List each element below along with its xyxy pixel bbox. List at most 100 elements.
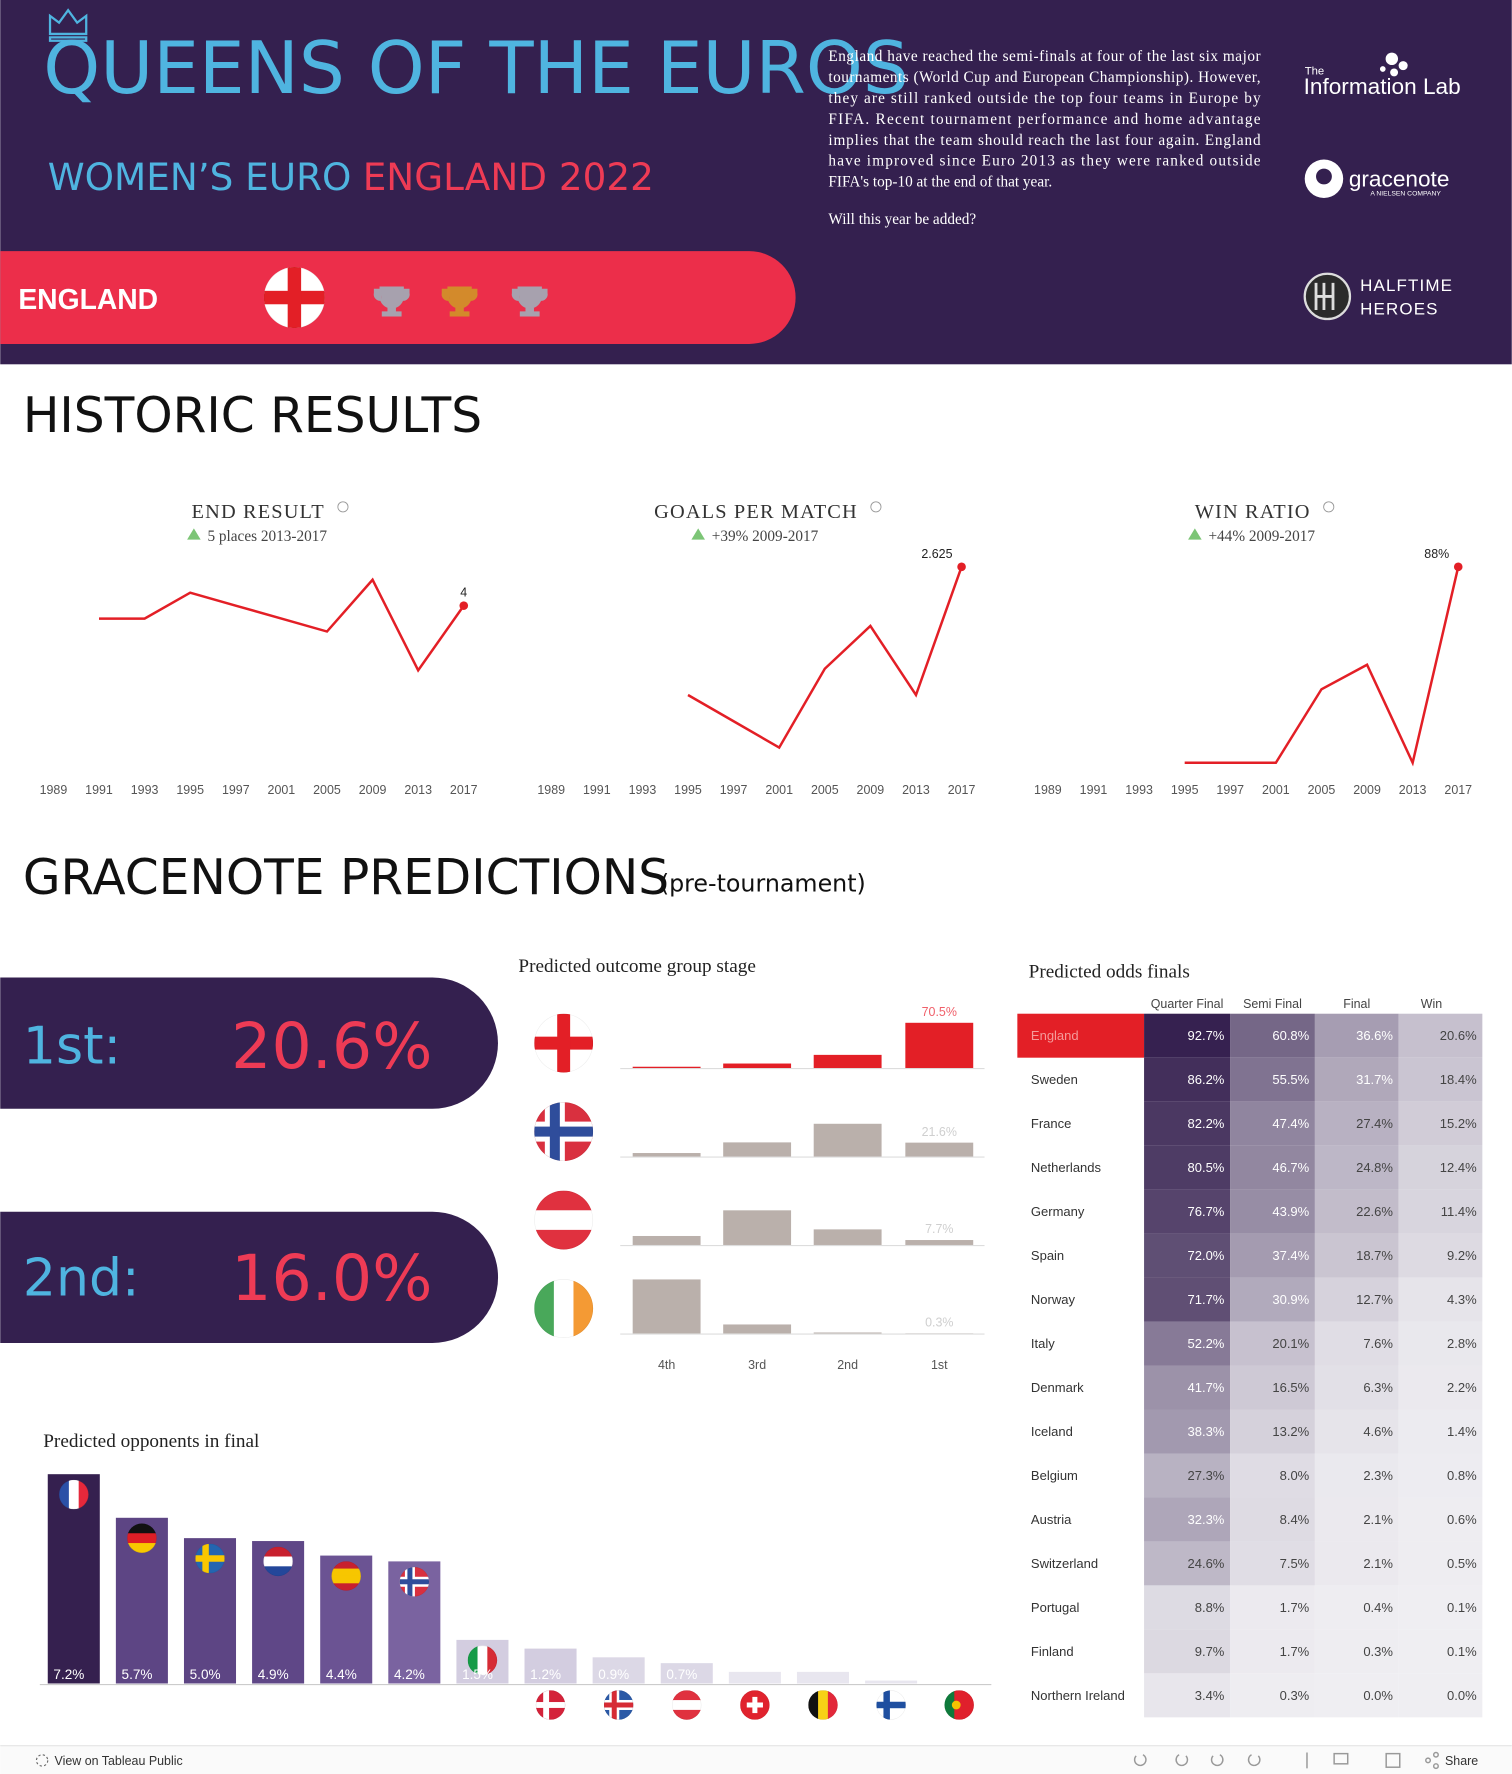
end-point [459, 601, 469, 610]
flag-stripe [944, 1690, 955, 1720]
flag-stripe [127, 1543, 157, 1553]
description-line: FIFA's top-10 at the end of that year. [828, 174, 1052, 191]
flag-stripe [573, 1279, 594, 1338]
logo-text: HALFTIME [1360, 276, 1453, 295]
data-label: 2.625 [921, 547, 952, 561]
flag-cross [611, 1690, 617, 1720]
cell-value: 4.3% [1447, 1292, 1477, 1307]
description-line: FIFA. Recent tournament performance and … [828, 111, 1260, 128]
cell-value: 13.2% [1272, 1424, 1309, 1439]
flag [467, 1645, 498, 1675]
crown-icon [48, 8, 88, 42]
heat-cell [1230, 1585, 1315, 1630]
column-header: Final [1343, 997, 1370, 1011]
flag [399, 1567, 430, 1597]
heat-cell [1398, 1453, 1483, 1498]
data-label: 0.9% [598, 1667, 629, 1682]
section-title: HISTORIC RESULTS [23, 388, 482, 444]
heat-cell [1144, 1673, 1231, 1718]
heat-cell [1314, 1057, 1399, 1102]
cell-value: 27.3% [1188, 1468, 1225, 1483]
bar [813, 1229, 882, 1245]
cell-value: 11.4% [1441, 1204, 1477, 1219]
flag [263, 1546, 293, 1577]
cell-value: 0.0% [1363, 1688, 1393, 1703]
trend-arrow [187, 528, 201, 540]
cell-value: 7.6% [1363, 1336, 1393, 1351]
flag-cross [883, 1690, 890, 1720]
column-header: Quarter Final [1151, 997, 1224, 1011]
description-line: they are still ranked outside the top fo… [828, 90, 1261, 107]
bar [813, 1123, 882, 1157]
flag [127, 1523, 157, 1553]
bar [660, 1663, 713, 1684]
flag-stripe [68, 1479, 80, 1510]
bar [723, 1142, 792, 1157]
chart-title: Predicted opponents in final [43, 1431, 259, 1452]
cell-value: 0.3% [1280, 1688, 1310, 1703]
heat-cell [1144, 1189, 1231, 1234]
flag-stripe [818, 1690, 829, 1720]
cell-value: 0.3% [1363, 1644, 1393, 1659]
subtitle: WOMEN’S EURO ENGLAND 2022 [48, 155, 654, 199]
flag-stripe [331, 1561, 361, 1570]
flag [944, 1690, 974, 1720]
logo-text: gracenote [1349, 167, 1450, 192]
heat-cell [1230, 1013, 1315, 1058]
cell-value: 4.6% [1363, 1424, 1393, 1439]
flag [808, 1690, 838, 1720]
section-title: GRACENOTE PREDICTIONS [23, 850, 669, 906]
trend-arrow [691, 528, 705, 540]
cell-value: 0.1% [1447, 1600, 1477, 1615]
data-label: 21.6% [922, 1125, 957, 1139]
cell-value: 16.5% [1272, 1380, 1309, 1395]
heat-cell [1144, 1013, 1231, 1058]
heat-cell [1144, 1629, 1231, 1674]
flag-stripe [672, 1690, 702, 1701]
x-tick-label: 2013 [902, 783, 930, 797]
flag-stripe [467, 1645, 479, 1675]
heat-cell [1398, 1321, 1483, 1366]
x-tick-label: 2005 [1308, 783, 1336, 797]
table-title: Predicted odds finals [1029, 962, 1190, 983]
heat-cell [1314, 1365, 1399, 1410]
share-button[interactable]: Share [1445, 1754, 1478, 1768]
flag-stripe [672, 1700, 702, 1711]
x-tick-label: 2013 [1399, 783, 1427, 797]
flag [740, 1690, 770, 1720]
help-icon [870, 501, 882, 513]
heat-cell [1398, 1013, 1483, 1058]
logo-text: HEROES [1360, 300, 1438, 319]
cell-value: 32.3% [1188, 1512, 1225, 1527]
cell-value: 0.1% [1447, 1644, 1477, 1659]
bar [813, 1332, 882, 1334]
table-header-bg [1144, 993, 1483, 1014]
row-label: Switzerland [1031, 1556, 1098, 1571]
flag-stripe [534, 1210, 594, 1231]
cell-value: 0.0% [1447, 1688, 1477, 1703]
cell-value: 22.6% [1356, 1204, 1393, 1219]
cell-value: 0.4% [1363, 1600, 1393, 1615]
logo-text: A NIELSEN COMPANY [1370, 191, 1441, 198]
flag [534, 1190, 594, 1250]
main-title: QUEENS OF THE EUROS [43, 27, 909, 111]
footer-bar [0, 1745, 1512, 1774]
bar [905, 1022, 974, 1069]
flag-cross [399, 1579, 430, 1585]
x-tick-label: 1997 [720, 783, 748, 797]
flag [535, 1690, 566, 1720]
footer-link[interactable]: View on Tableau Public [55, 1754, 183, 1768]
cell-value: 92.7% [1188, 1028, 1225, 1043]
cell-value: 2.1% [1363, 1512, 1393, 1527]
data-label: 0.7% [666, 1667, 697, 1682]
tableau-icon [35, 1754, 49, 1767]
bar [728, 1671, 781, 1684]
heat-cell [1314, 1145, 1399, 1190]
cell-value: 80.5% [1188, 1160, 1225, 1175]
heat-cell [1144, 1409, 1231, 1454]
cell-value: 37.4% [1272, 1248, 1309, 1263]
data-label: 5.7% [122, 1667, 153, 1682]
heat-cell [1230, 1101, 1315, 1146]
flag [603, 1690, 634, 1720]
cell-value: 47.4% [1272, 1116, 1309, 1131]
